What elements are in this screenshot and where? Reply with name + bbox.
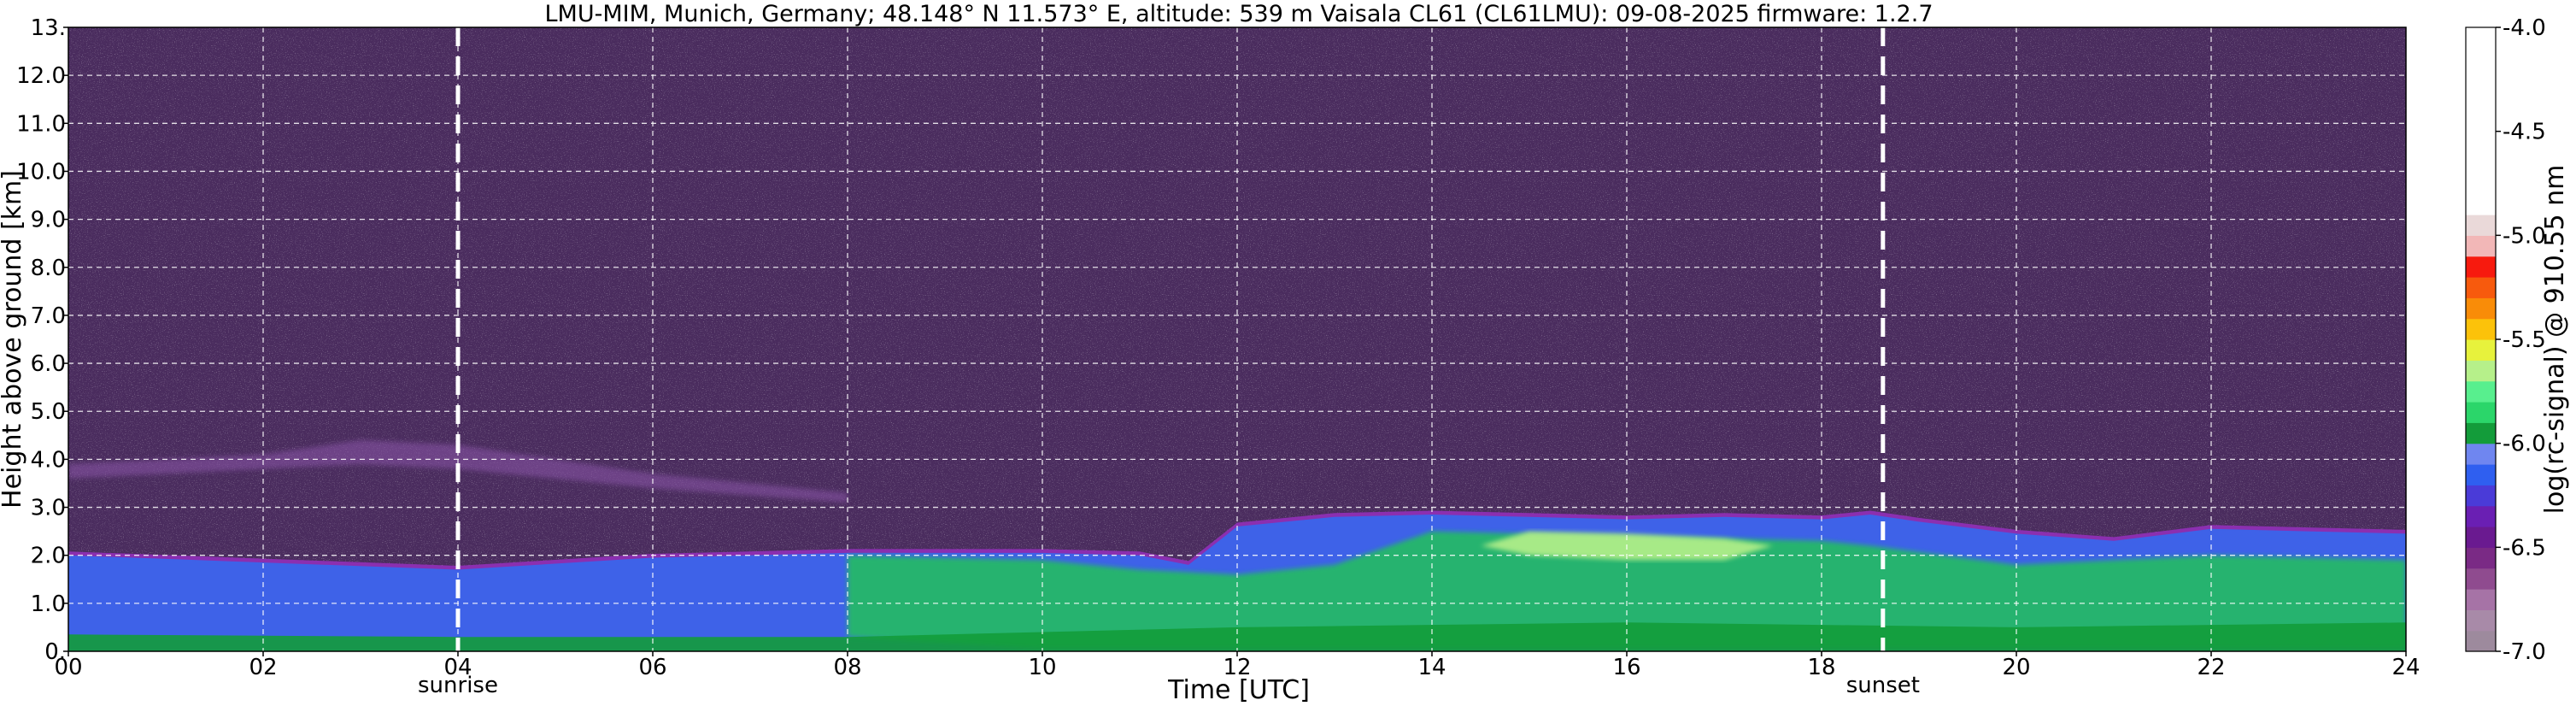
marker-label-sunset: sunset (1846, 673, 1920, 698)
colorbar-tick-label-3: -5.5 (2503, 327, 2546, 353)
colorbar-level-12 (2466, 380, 2496, 403)
x-tick-label-5: 10 (1028, 655, 1056, 680)
colorbar-level-7 (2466, 485, 2496, 507)
colorbar-label: log(rc-signal) @ 910.55 nm (2540, 165, 2570, 515)
x-axis-label: Time [UTC] (1167, 675, 1310, 705)
x-tick-label-6: 12 (1223, 655, 1251, 680)
colorbar-tick-label-6: -7.0 (2503, 639, 2546, 665)
y-tick-label-2: 2.0 (31, 544, 66, 569)
x-tick-label-3: 06 (638, 655, 666, 680)
x-tick-label-1: 02 (249, 655, 277, 680)
y-tick-label-13: 13. (31, 15, 66, 41)
colorbar-level-21 (2466, 27, 2496, 215)
grid-lines (68, 27, 2406, 651)
colorbar-tick-label-4: -6.0 (2503, 432, 2546, 457)
elevated-aerosol-layer (68, 439, 848, 503)
marker-label-sunrise: sunrise (418, 673, 498, 698)
colorbar-level-8 (2466, 464, 2496, 485)
colorbar-level-18 (2466, 256, 2496, 278)
colorbar-level-13 (2466, 360, 2496, 382)
x-tick-label-9: 18 (1807, 655, 1835, 680)
y-tick-label-12: 12.0 (16, 63, 66, 89)
colorbar-level-14 (2466, 339, 2496, 361)
x-axis-ticks: 00 02 04 06 08 10 12 14 16 18 20 22 24 (54, 651, 2421, 680)
colorbar-level-5 (2466, 527, 2496, 548)
boundary-layer-green-region (848, 531, 2406, 650)
y-tick-label-5: 5.0 (31, 399, 66, 425)
y-tick-label-10: 10.0 (16, 159, 66, 185)
y-tick-label-8: 8.0 (31, 256, 66, 281)
colorbar-level-3 (2466, 568, 2496, 590)
chart-title: LMU-MIM, Munich, Germany; 48.148° N 11.5… (544, 1, 1933, 27)
colorbar-tick-label-5: -6.5 (2503, 535, 2546, 561)
colorbar-level-9 (2466, 443, 2496, 465)
colorbar-level-4 (2466, 547, 2496, 569)
colorbar-level-0 (2466, 630, 2496, 652)
x-tick-label-4: 08 (833, 655, 861, 680)
y-tick-label-6: 6.0 (31, 351, 66, 377)
y-tick-label-0: 0. (44, 639, 66, 665)
x-tick-label-2: 04 (443, 655, 472, 680)
colorbar-level-11 (2466, 402, 2496, 423)
colorbar-tick-label-1: -4.5 (2503, 120, 2546, 145)
colorbar-level-19 (2466, 235, 2496, 257)
sun-markers: sunrise sunset (418, 27, 1920, 698)
colorbar-tick-label-2: -5.0 (2503, 223, 2546, 249)
colorbar-tick-label-0: -4.0 (2503, 15, 2546, 41)
colorbar-level-1 (2466, 609, 2496, 632)
colorbar-level-16 (2466, 297, 2496, 320)
y-tick-label-3: 3.0 (31, 496, 66, 521)
y-axis-ticks: 0. 1.0 2.0 3.0 4.0 5.0 6.0 7.0 8.0 9.0 10.0 11.0 12.… (16, 15, 68, 665)
colorbar-level-20 (2466, 215, 2496, 236)
y-tick-label-7: 7.0 (31, 303, 66, 329)
colorbar-level-6 (2466, 505, 2496, 527)
x-tick-label-0: 00 (54, 655, 82, 680)
colorbar-level-2 (2466, 589, 2496, 610)
colorbar-level-15 (2466, 318, 2496, 340)
x-tick-label-10: 20 (2002, 655, 2030, 680)
colorbar-level-10 (2466, 422, 2496, 444)
x-tick-label-12: 24 (2391, 655, 2420, 680)
y-tick-label-1: 1.0 (31, 591, 66, 617)
y-tick-label-9: 9.0 (31, 208, 66, 233)
x-tick-label-7: 14 (1417, 655, 1446, 680)
y-tick-label-11: 11.0 (16, 111, 66, 137)
y-tick-label-4: 4.0 (31, 447, 66, 473)
x-tick-label-11: 22 (2197, 655, 2225, 680)
colorbar-level-17 (2466, 277, 2496, 298)
colorbar: -4.0 -4.5 -5.0 -5.5 -6.0 -6.5 -7.0 (2465, 15, 2546, 665)
x-tick-label-8: 16 (1612, 655, 1640, 680)
y-axis-label: Height above ground [km] (0, 170, 27, 509)
